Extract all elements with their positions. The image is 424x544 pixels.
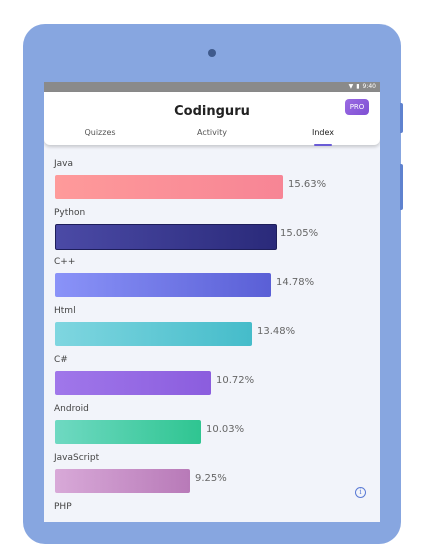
status-time: 9:40 [362, 83, 376, 90]
language-percent: 14.78% [276, 277, 315, 288]
power-button [400, 164, 403, 210]
list-item[interactable]: C++ 14.78% [54, 257, 374, 306]
language-percent: 9.25% [195, 473, 227, 484]
language-bar [55, 420, 201, 444]
language-name: JavaScript [54, 453, 100, 463]
info-icon[interactable]: i [355, 487, 366, 498]
language-name: Python [54, 208, 86, 218]
language-percent: 10.72% [216, 375, 255, 386]
pro-button[interactable]: PRO [345, 99, 369, 115]
status-bar: ▼ ▮ 9:40 [44, 82, 380, 92]
battery-icon: ▮ [356, 83, 360, 90]
list-item[interactable]: C# 10.72% [54, 355, 374, 404]
tab-bar: Quizzes Activity Index [44, 128, 380, 146]
language-name: C++ [54, 257, 76, 267]
list-item[interactable]: Python 15.05% [54, 208, 374, 257]
active-tab-indicator [314, 144, 332, 146]
list-item[interactable]: JavaScript 9.25% [54, 453, 374, 502]
language-percent: 13.48% [257, 326, 296, 337]
language-name: PHP [54, 502, 72, 512]
language-bar [55, 273, 271, 297]
language-percent: 15.05% [280, 228, 319, 239]
language-index-list: Java 15.63% Python 15.05% C++ 14.78% Htm… [54, 159, 374, 522]
tab-index[interactable]: Index [311, 128, 335, 137]
language-percent: 10.03% [206, 424, 245, 435]
list-item[interactable]: Android 10.03% [54, 404, 374, 453]
language-name: Html [54, 306, 76, 316]
language-bar [55, 322, 252, 346]
app-bar: Codinguru PRO Quizzes Activity Index [44, 92, 380, 146]
app-title: Codinguru [174, 104, 250, 119]
language-bar [55, 224, 277, 250]
language-name: Android [54, 404, 89, 414]
language-bar [55, 469, 190, 493]
tab-activity[interactable]: Activity [197, 128, 227, 137]
volume-button [400, 103, 403, 133]
wifi-icon: ▼ [348, 83, 354, 90]
language-bar [55, 371, 211, 395]
camera-dot [208, 49, 216, 57]
list-item[interactable]: PHP [54, 502, 374, 522]
language-name: C# [54, 355, 68, 365]
tab-quizzes[interactable]: Quizzes [84, 128, 116, 137]
list-item[interactable]: Html 13.48% [54, 306, 374, 355]
language-name: Java [54, 159, 74, 169]
app-screen: ▼ ▮ 9:40 Codinguru PRO Quizzes Activity … [44, 82, 380, 522]
language-percent: 15.63% [288, 179, 327, 190]
list-item[interactable]: Java 15.63% [54, 159, 374, 208]
language-bar [55, 175, 283, 199]
status-icons: ▼ ▮ 9:40 [349, 82, 376, 92]
